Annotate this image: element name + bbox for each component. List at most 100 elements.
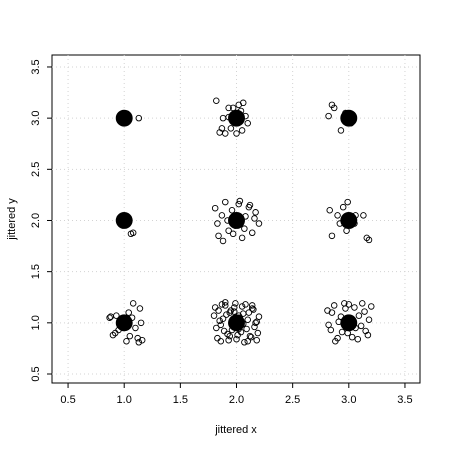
jitter-point	[238, 234, 246, 242]
jitter-point	[132, 324, 139, 332]
jitter-point	[330, 302, 338, 309]
jitter-point	[354, 335, 362, 343]
center-point	[340, 212, 358, 229]
jitter-point	[244, 316, 251, 324]
jitter-point	[365, 236, 373, 244]
jitter-point	[236, 197, 244, 205]
jitter-point	[226, 309, 234, 316]
y-tick-label: 1.5	[30, 264, 42, 279]
jitter-point	[342, 305, 349, 312]
jitter-point	[242, 301, 249, 308]
y-tick-label: 0.5	[30, 366, 42, 381]
x-tick-label: 0.5	[60, 394, 75, 406]
jitter-point	[252, 209, 259, 216]
jitter-point	[337, 127, 345, 134]
jitter-point	[252, 319, 259, 327]
y-tick-label: 3.0	[30, 110, 42, 125]
jitter-point	[344, 198, 351, 206]
center-point	[228, 314, 245, 332]
jitter-point	[226, 332, 234, 340]
jitter-point	[360, 212, 367, 219]
jitter-point	[233, 130, 240, 137]
jitter-point	[220, 327, 228, 335]
jitter-point	[244, 337, 251, 345]
jitter-point	[215, 232, 222, 240]
jitter-point	[328, 309, 336, 316]
x-tick-label: 1.5	[173, 394, 188, 406]
jitter-point	[365, 316, 373, 324]
jitter-point	[211, 204, 219, 212]
x-tick-label: 1.0	[117, 394, 132, 406]
jitter-point	[224, 330, 231, 338]
jitter-point	[219, 315, 227, 322]
jitter-point	[348, 333, 356, 341]
jitter-point	[210, 312, 218, 319]
jitter-point	[225, 336, 232, 344]
jitter-point	[135, 114, 143, 122]
jitter-point	[222, 130, 229, 137]
jitter-point	[214, 220, 221, 227]
jitter-point	[239, 310, 247, 317]
jitter-point	[213, 97, 220, 104]
jitter-point	[332, 337, 339, 345]
jitter-point	[247, 333, 255, 341]
x-tick-label: 3.5	[397, 394, 412, 406]
jitter-point	[219, 237, 227, 245]
jitter-point	[129, 300, 137, 307]
jitter-point	[328, 232, 336, 240]
jitter-point	[326, 206, 333, 214]
jitter-point	[211, 304, 219, 311]
jitter-point	[248, 302, 256, 309]
y-tick-label: 2.0	[30, 213, 42, 228]
center-point	[228, 109, 245, 127]
jitter-point	[107, 313, 114, 320]
jitter-point	[238, 127, 246, 134]
jitter-point	[254, 329, 262, 337]
jitter-point	[238, 303, 246, 310]
jitter-point	[325, 321, 332, 329]
jitter-point	[135, 339, 143, 346]
jitter-point	[362, 327, 369, 335]
jitter-point	[363, 234, 371, 242]
jitter-point	[361, 308, 368, 315]
plot-frame	[51, 54, 421, 384]
jitter-point	[345, 301, 353, 308]
jitter-point	[229, 230, 237, 238]
jitter-point	[137, 319, 145, 327]
jitter-point	[231, 304, 238, 311]
jitter-point	[106, 314, 113, 321]
jitter-point	[232, 300, 239, 307]
jitter-point	[235, 200, 243, 208]
jitter-point	[253, 318, 260, 326]
jitter-point	[111, 329, 119, 337]
jitter-point	[325, 112, 332, 120]
jitter-point	[248, 305, 256, 312]
jitter-point	[338, 328, 346, 336]
center-point	[115, 314, 133, 332]
jitter-point	[134, 334, 141, 342]
jitter-point	[123, 337, 130, 345]
jitter-point	[216, 317, 223, 325]
jitter-point	[253, 336, 260, 344]
center-point	[115, 109, 133, 127]
jitter-point	[233, 335, 240, 343]
jitter-point	[217, 337, 225, 345]
jitter-point	[355, 312, 363, 319]
center-point	[340, 314, 358, 332]
jitter-point	[339, 203, 347, 211]
jitter-point	[126, 332, 134, 340]
jitter-point	[246, 201, 254, 209]
jitter-point	[223, 311, 230, 318]
jitter-point	[231, 308, 238, 315]
jitter-point	[248, 229, 256, 237]
x-tick-label: 3.0	[341, 394, 356, 406]
x-tick-label: 2.0	[229, 394, 244, 406]
jitter-point	[215, 307, 222, 314]
center-point	[115, 212, 133, 229]
jitter-point	[351, 304, 358, 311]
center-point	[340, 109, 358, 127]
jitter-point	[241, 225, 248, 232]
jitter-point	[218, 301, 226, 308]
jitter-point	[136, 305, 144, 312]
jitter-point	[250, 306, 257, 313]
